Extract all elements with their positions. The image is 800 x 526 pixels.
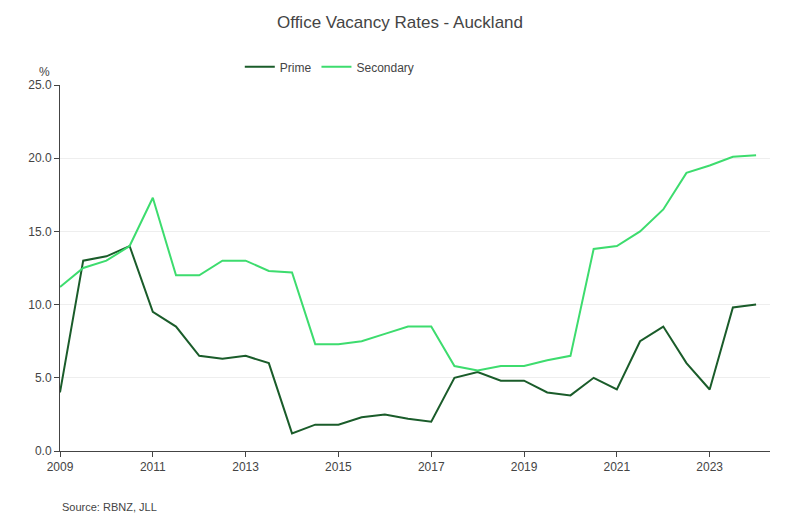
svg-text:15.0: 15.0	[28, 225, 52, 239]
svg-text:Office Vacancy Rates - Aucklan: Office Vacancy Rates - Auckland	[277, 13, 523, 32]
svg-text:2015: 2015	[325, 460, 352, 474]
svg-text:2023: 2023	[696, 460, 723, 474]
svg-text:%: %	[39, 65, 50, 79]
svg-text:0.0: 0.0	[35, 444, 52, 458]
svg-text:20.0: 20.0	[28, 151, 52, 165]
svg-text:10.0: 10.0	[28, 298, 52, 312]
svg-text:2021: 2021	[604, 460, 631, 474]
svg-text:2017: 2017	[418, 460, 445, 474]
svg-text:2019: 2019	[511, 460, 538, 474]
svg-text:2011: 2011	[140, 460, 166, 474]
svg-text:Prime: Prime	[280, 61, 312, 75]
svg-text:2013: 2013	[232, 460, 259, 474]
svg-text:Secondary: Secondary	[356, 61, 413, 75]
svg-text:2009: 2009	[47, 460, 74, 474]
svg-text:Source: RBNZ, JLL: Source: RBNZ, JLL	[62, 501, 157, 513]
svg-text:25.0: 25.0	[28, 78, 52, 92]
svg-text:5.0: 5.0	[35, 371, 52, 385]
